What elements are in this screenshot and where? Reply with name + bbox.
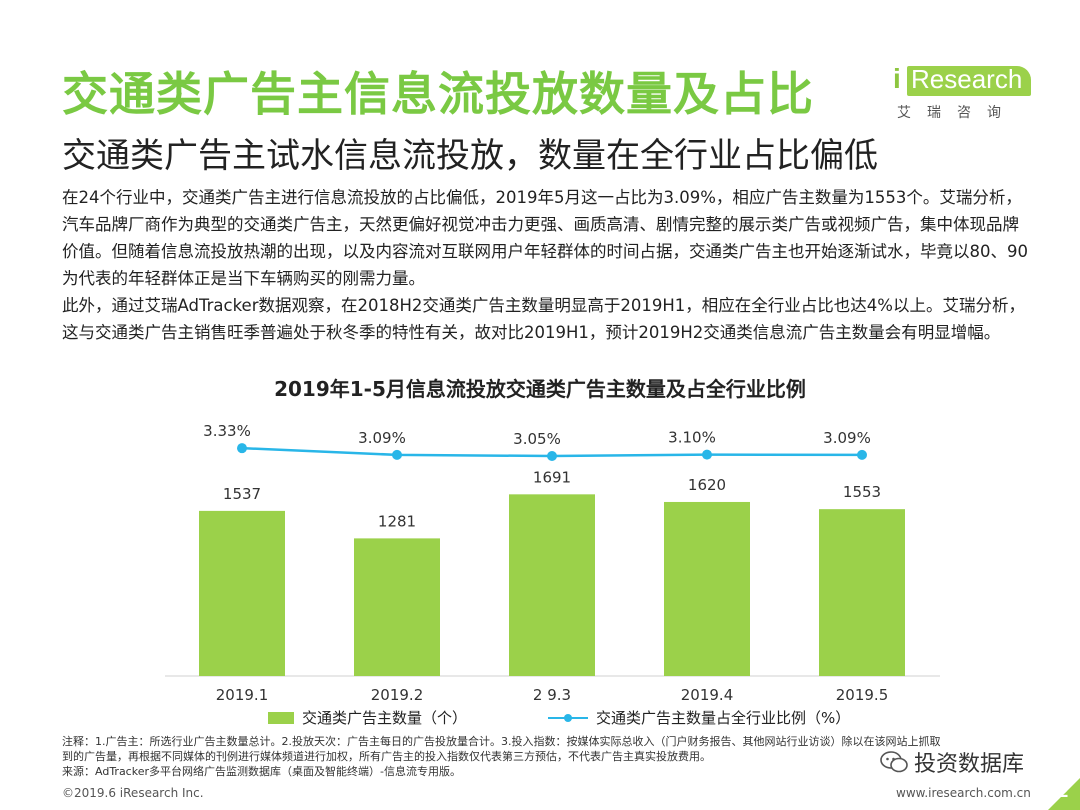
watermark-text: 投资数据库 xyxy=(914,752,1025,777)
bar-value-label-4: 1620 xyxy=(688,476,726,494)
legend-line-swatch xyxy=(548,712,588,724)
page-subtitle: 交通类广告主试水信息流投放，数量在全行业占比偏低 xyxy=(62,136,878,176)
body-paragraph-2: 此外，通过艾瑞AdTracker数据观察，在2018H2交通类广告主数量明显高于… xyxy=(62,296,1025,342)
note-line-1: 注释：1.广告主：所选行业广告主数量总计。2.投放天次：广告主每日的广告投放量合… xyxy=(62,735,941,748)
page-number: 12 xyxy=(1048,783,1069,801)
page-corner-shape xyxy=(1048,778,1080,810)
logo-i: i xyxy=(893,63,901,94)
x-tick-label-4: 2019.4 xyxy=(681,686,734,704)
bar-5 xyxy=(819,509,905,676)
legend-bar-swatch xyxy=(268,711,294,724)
ratio-point-3 xyxy=(547,451,557,461)
ratio-value-label-4: 3.10% xyxy=(668,429,716,447)
logo-text: Research xyxy=(911,64,1023,94)
legend-line-label: 交通类广告主数量占全行业比例（%） xyxy=(596,709,851,727)
iresearch-logo: i Research 艾瑞咨询 xyxy=(893,62,1053,122)
wechat-icon xyxy=(880,751,908,773)
chart-title: 2019年1-5月信息流投放交通类广告主数量及占全行业比例 xyxy=(274,377,806,401)
legend-item-bar: 交通类广告主数量（个） xyxy=(268,707,467,728)
ratio-point-1 xyxy=(237,443,247,454)
logo-badge xyxy=(907,66,1031,96)
chart-legend: 交通类广告主数量（个） 交通类广告主数量占全行业比例（%） xyxy=(0,707,1080,729)
x-tick-label-2: 2019.2 xyxy=(371,686,424,704)
bar-value-label-1: 1537 xyxy=(223,485,261,503)
note-source: 来源：AdTracker多平台网络广告监测数据库（桌面及智能终端）-信息流专用版… xyxy=(62,765,461,778)
bar-3 xyxy=(509,494,595,676)
bar-2 xyxy=(354,538,440,676)
ratio-value-label-2: 3.09% xyxy=(358,429,406,447)
x-tick-label-1: 2019.1 xyxy=(216,686,269,704)
legend-item-line: 交通类广告主数量占全行业比例（%） xyxy=(548,707,850,728)
watermark: 投资数据库 xyxy=(880,745,1024,779)
note-line-2: 到的广告量，再根据不同媒体的刊例进行媒体频道进行加权，所有广告主的投入指数仅代表… xyxy=(62,750,711,763)
bar-value-label-2: 1281 xyxy=(378,512,416,530)
legend-bar-label: 交通类广告主数量（个） xyxy=(302,709,468,727)
logo-cn: 艾瑞咨询 xyxy=(897,105,1017,121)
footer-website: www.iresearch.com.cn xyxy=(896,786,1031,800)
ratio-value-label-5: 3.09% xyxy=(823,429,871,447)
bar-value-label-3: 1691 xyxy=(533,468,571,486)
page-title: 交通类广告主信息流投放数量及占比 xyxy=(62,67,814,121)
notes: 注释：1.广告主：所选行业广告主数量总计。2.投放天次：广告主每日的广告投放量合… xyxy=(62,734,1032,779)
bars-group xyxy=(199,494,905,676)
x-tick-label-3: 2 9.3 xyxy=(533,686,571,704)
x-ticks-group: 2019.1 2019.2 2 9.3 2019.4 2019.5 xyxy=(216,686,889,704)
ratio-value-label-1: 3.33% xyxy=(203,422,251,440)
footer-copyright: ©2019.6 iResearch Inc. xyxy=(62,786,204,800)
x-tick-label-5: 2019.5 xyxy=(836,686,889,704)
body-text: 在24个行业中，交通类广告主进行信息流投放的占比偏低，2019年5月这一占比为3… xyxy=(62,184,1034,346)
body-paragraph-1: 在24个行业中，交通类广告主进行信息流投放的占比偏低，2019年5月这一占比为3… xyxy=(62,188,1028,288)
bar-labels-group: 1537 1281 1691 1620 1553 xyxy=(223,468,881,530)
ratio-point-5 xyxy=(857,449,867,460)
bar-value-label-5: 1553 xyxy=(843,483,881,501)
line-group: 3.33% 3.09% 3.05% 3.10% 3.09% xyxy=(203,422,871,461)
ratio-point-4 xyxy=(702,449,712,460)
ratio-point-2 xyxy=(392,449,402,460)
bar-4 xyxy=(664,501,750,676)
ratio-value-label-3: 3.05% xyxy=(513,430,561,448)
bar-1 xyxy=(199,510,285,676)
